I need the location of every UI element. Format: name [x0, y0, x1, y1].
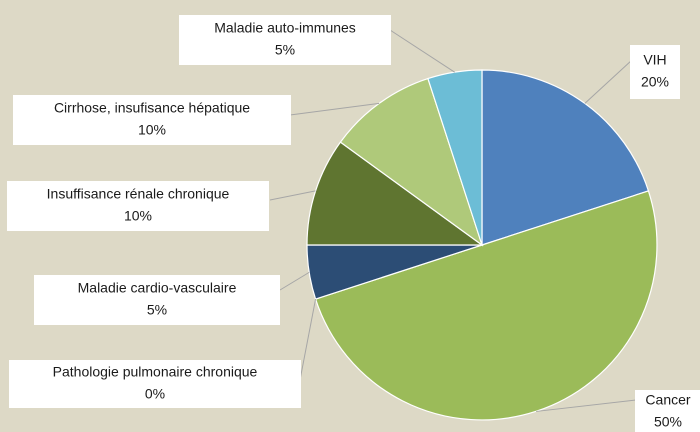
label-box [635, 390, 700, 432]
slice-value: 10% [124, 208, 152, 224]
slice-value: 50% [654, 414, 682, 430]
label-box [630, 45, 680, 99]
label-box [13, 95, 291, 145]
pie-slice [427, 69, 483, 246]
leader-line [584, 59, 633, 104]
leader-line [299, 298, 317, 381]
leader-line [536, 399, 637, 412]
label-box [9, 360, 301, 408]
slice-label: Maladie cardio-vasculaire [78, 280, 237, 296]
slice-label: Maladie auto-immunes [214, 20, 356, 36]
slice-value: 0% [145, 386, 165, 402]
label-box [179, 15, 391, 65]
label-box [7, 181, 269, 231]
label-box [34, 275, 280, 325]
slice-label: Pathologie pulmonaire chronique [53, 364, 258, 380]
slice-label: Cancer [645, 392, 690, 408]
slice-value: 5% [275, 42, 295, 58]
leader-line [269, 190, 316, 201]
slice-label: Cirrhose, insufisance hépatique [54, 100, 250, 116]
leader-line [289, 102, 380, 116]
pie-slice [314, 190, 658, 421]
slice-label: Insuffisance rénale chronique [47, 186, 230, 202]
slice-value: 10% [138, 122, 166, 138]
slice-value: 5% [147, 302, 167, 318]
slice-label: VIH [643, 52, 666, 68]
leader-line [389, 29, 455, 73]
slice-value: 20% [641, 74, 669, 90]
leader-line [279, 271, 310, 291]
